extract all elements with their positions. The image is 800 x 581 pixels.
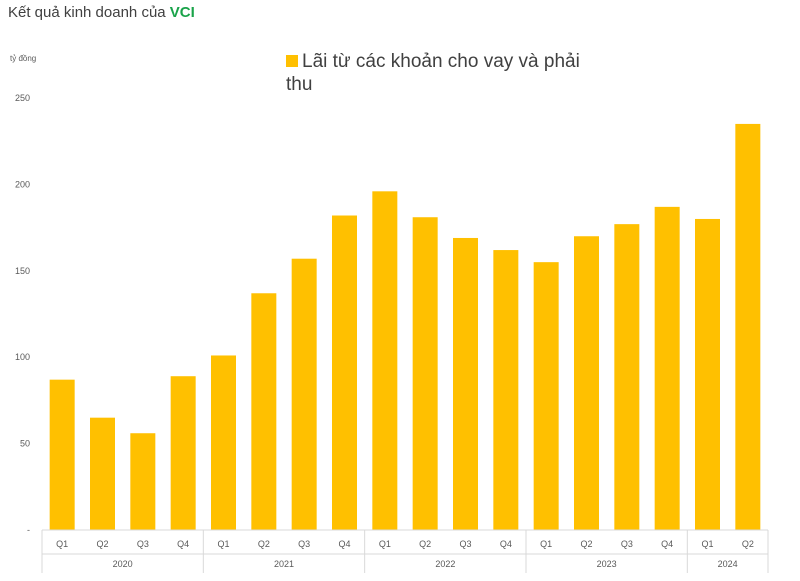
x-tick-label: Q2 <box>258 539 270 549</box>
y-tick-label: 150 <box>15 266 30 276</box>
bar <box>372 191 398 530</box>
x-tick-label: Q1 <box>379 539 391 549</box>
bar <box>493 250 519 530</box>
bar <box>614 224 640 531</box>
x-tick-label: Q3 <box>459 539 471 549</box>
bar <box>533 262 559 530</box>
chart-legend: Lãi từ các khoản cho vay và phải thu <box>286 50 586 96</box>
page-title-text: Kết quả kinh doanh của <box>8 4 170 21</box>
y-tick-label: 100 <box>15 352 30 362</box>
legend-swatch <box>286 55 298 67</box>
x-group-label: 2020 <box>113 559 133 569</box>
x-tick-label: Q3 <box>621 539 633 549</box>
y-tick-label: 200 <box>15 179 30 189</box>
x-group-label: 2021 <box>274 559 294 569</box>
y-tick-label: - <box>27 525 30 535</box>
bar <box>90 417 115 530</box>
x-tick-label: Q1 <box>217 539 229 549</box>
bar <box>332 215 357 530</box>
bar <box>412 217 438 530</box>
brand-name: VCI <box>169 4 195 21</box>
bar <box>49 379 75 530</box>
y-tick-label: 50 <box>20 439 30 449</box>
x-tick-label: Q3 <box>137 539 149 549</box>
x-tick-label: Q4 <box>177 539 189 549</box>
bar <box>291 258 317 530</box>
y-unit-label: tỷ đồng <box>10 54 37 63</box>
bar <box>695 218 720 530</box>
x-tick-label: Q2 <box>580 539 592 549</box>
x-tick-label: Q4 <box>338 539 350 549</box>
x-tick-label: Q2 <box>742 539 754 549</box>
y-tick-label: 250 <box>15 93 30 103</box>
x-tick-label: Q1 <box>540 539 552 549</box>
x-tick-label: Q1 <box>56 539 68 549</box>
x-group-label: 2022 <box>435 559 455 569</box>
x-group-label: 2023 <box>597 559 617 569</box>
x-tick-label: Q3 <box>298 539 310 549</box>
x-tick-label: Q2 <box>419 539 431 549</box>
bar <box>453 237 478 530</box>
x-tick-label: Q2 <box>96 539 108 549</box>
bar <box>251 293 277 530</box>
x-tick-label: Q4 <box>661 539 673 549</box>
x-tick-label: Q4 <box>500 539 512 549</box>
bar <box>574 236 599 531</box>
bar <box>170 376 196 530</box>
legend-label: Lãi từ các khoản cho vay và phải thu <box>286 51 580 95</box>
bar <box>211 355 236 530</box>
page-title: Kết quả kinh doanh của VCI <box>8 4 195 21</box>
x-group-label: 2024 <box>718 559 738 569</box>
bar <box>654 206 680 530</box>
x-tick-label: Q1 <box>701 539 713 549</box>
bar <box>735 123 761 531</box>
bar <box>130 433 156 530</box>
